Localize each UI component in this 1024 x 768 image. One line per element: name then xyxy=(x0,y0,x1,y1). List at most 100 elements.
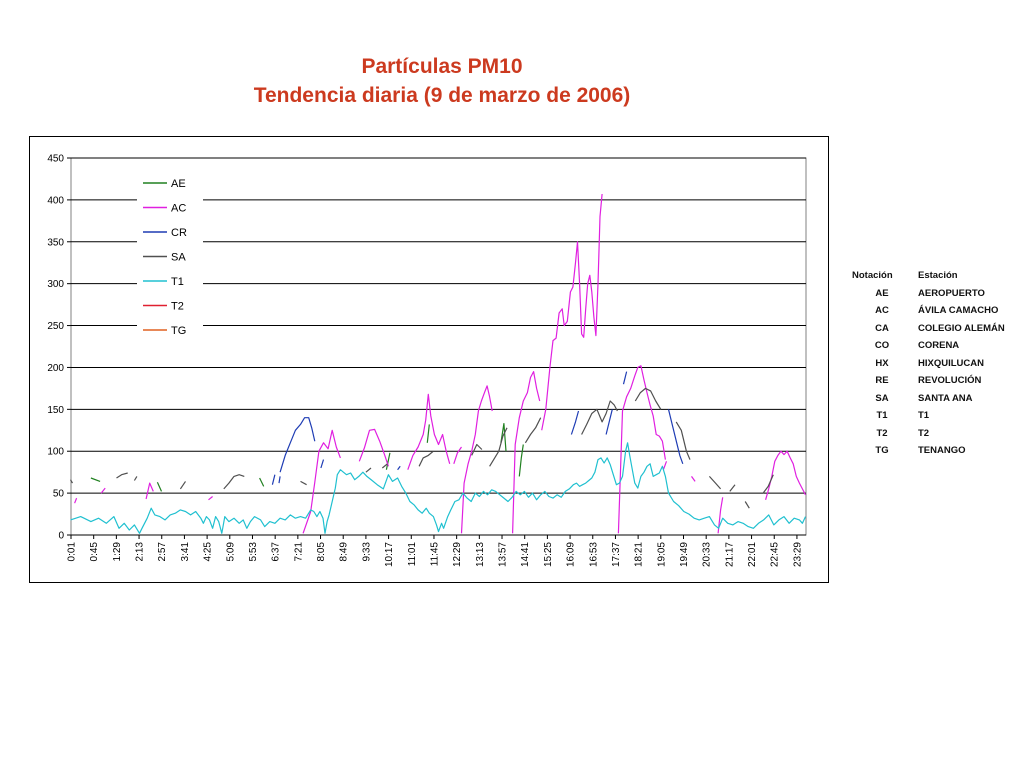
station-code: HX xyxy=(875,357,889,369)
stations-table-row: T2 T2 xyxy=(846,425,1014,443)
stations-table-row: CO CORENA xyxy=(846,337,1014,355)
legend-label: T1 xyxy=(171,276,184,288)
x-tick-label: 22:45 xyxy=(770,542,781,567)
y-tick-label: 350 xyxy=(47,237,64,248)
y-tick-label: 0 xyxy=(58,531,64,542)
y-tick-label: 300 xyxy=(47,279,64,290)
station-code: AE xyxy=(875,287,889,299)
x-tick-label: 23:29 xyxy=(792,542,803,567)
series-line-ac xyxy=(74,497,78,504)
x-tick-label: 1:29 xyxy=(112,542,123,562)
chart-title-line-2: Tendencia diaria (9 de marzo de 2006) xyxy=(253,84,631,107)
stations-table-row: RE REVOLUCIÓN xyxy=(846,372,1014,390)
x-tick-label: 19:05 xyxy=(656,542,667,567)
x-tick-label: 5:53 xyxy=(248,542,259,562)
series-line-sa xyxy=(471,443,483,456)
pm10-line-chart: 0 50 100 150 200 250 300 350 400 450 0:01 0:45 1:29 2… xyxy=(47,154,807,567)
stations-table-header: Notación Estación xyxy=(846,267,1014,285)
station-name: HIXQUILUCAN xyxy=(918,357,984,369)
y-tick-label: 200 xyxy=(47,363,64,374)
chart-title-line-1: Partículas PM10 xyxy=(361,55,523,78)
series-line-sa xyxy=(524,417,542,444)
x-tick-label: 6:37 xyxy=(271,542,282,562)
station-name: REVOLUCIÓN xyxy=(918,375,982,387)
station-code: CA xyxy=(875,322,889,334)
y-tick-label: 250 xyxy=(47,321,64,332)
series-line-ae xyxy=(259,477,265,487)
stations-table-row: AE AEROPUERTO xyxy=(846,285,1014,303)
stations-table-row: HX HIXQUILUCAN xyxy=(846,355,1014,373)
legend-label: SA xyxy=(171,252,186,264)
series-line-ac xyxy=(208,496,213,501)
x-tick-label: 21:17 xyxy=(724,542,735,567)
x-tick-label: 14:41 xyxy=(520,542,531,567)
y-tick-label: 50 xyxy=(53,489,65,500)
x-tick-label: 9:33 xyxy=(361,542,372,562)
y-tick-label: 450 xyxy=(47,154,64,165)
series-line-sa xyxy=(708,475,722,490)
series-line-ae xyxy=(426,424,430,443)
series-line-sa xyxy=(116,472,128,479)
stations-table-row: CA COLEGIO ALEMÁN xyxy=(846,320,1014,338)
station-code: TG xyxy=(875,445,889,457)
series-line-ac xyxy=(717,497,724,534)
station-name: T2 xyxy=(918,427,930,439)
x-tick-label: 20:33 xyxy=(702,542,713,567)
station-name: T1 xyxy=(918,410,930,422)
series-line-sa xyxy=(179,481,186,490)
stations-table-row: T1 T1 xyxy=(846,407,1014,425)
legend-label: TG xyxy=(171,325,186,337)
series-line-sa xyxy=(489,427,508,467)
series-line-ae xyxy=(500,423,507,452)
series-line-sa xyxy=(381,463,388,469)
series-line-t1 xyxy=(70,442,807,534)
x-tick-label: 4:25 xyxy=(203,542,214,562)
x-tick-label: 22:01 xyxy=(747,542,758,567)
series-line-ac xyxy=(145,482,154,500)
series-line-cr xyxy=(397,465,401,471)
chart-area: 0 50 100 150 200 250 300 350 400 450 0:01 0:45 1:29 2… xyxy=(29,136,829,583)
header-notation: Notación xyxy=(852,270,893,282)
legend-label: AC xyxy=(171,203,186,215)
series-line-ae xyxy=(518,444,524,477)
series-line-cr xyxy=(622,371,628,385)
series-line-ac xyxy=(460,385,493,534)
station-code: AC xyxy=(875,305,889,317)
x-tick-label: 0:01 xyxy=(67,542,78,562)
station-code: T2 xyxy=(876,427,888,439)
y-tick-label: 150 xyxy=(47,405,64,416)
x-tick-label: 16:09 xyxy=(566,542,577,567)
x-tick-label: 18:21 xyxy=(634,542,645,567)
series-line-ae xyxy=(90,477,101,482)
station-name: ÁVILA CAMACHO xyxy=(918,305,999,317)
series-line-cr xyxy=(278,476,281,484)
series-line-cr xyxy=(279,417,316,473)
legend-label: T2 xyxy=(171,301,184,313)
x-tick-label: 11:45 xyxy=(429,542,440,567)
station-name: AEROPUERTO xyxy=(918,287,985,299)
series-line-ac xyxy=(100,487,106,494)
series-line-ac xyxy=(662,461,668,470)
y-tick-label: 400 xyxy=(47,195,64,206)
stations-table-row: SA SANTA ANA xyxy=(846,390,1014,408)
series-line-sa xyxy=(365,467,372,473)
series-line-sa xyxy=(675,421,691,460)
x-tick-label: 13:13 xyxy=(475,542,486,567)
header-station: Estación xyxy=(918,270,958,282)
x-tick-label: 15:25 xyxy=(543,542,554,567)
series-line-ac xyxy=(302,429,341,534)
stations-table-row: TG TENANGO xyxy=(846,442,1014,460)
series-line-ac xyxy=(453,446,462,464)
x-tick-label: 11:01 xyxy=(407,542,418,567)
x-tick-label: 8:05 xyxy=(316,542,327,562)
series-line-ae xyxy=(385,452,391,470)
legend-label: CR xyxy=(171,227,187,239)
x-tick-label: 3:41 xyxy=(180,542,191,562)
x-tick-label: 2:57 xyxy=(157,542,168,562)
x-tick-label: 0:45 xyxy=(89,542,100,562)
x-tick-label: 16:53 xyxy=(588,542,599,567)
series-line-ac xyxy=(617,365,666,534)
station-code: CO xyxy=(874,340,890,352)
series-line-sa xyxy=(418,450,434,467)
x-tick-label: 8:49 xyxy=(339,542,350,562)
